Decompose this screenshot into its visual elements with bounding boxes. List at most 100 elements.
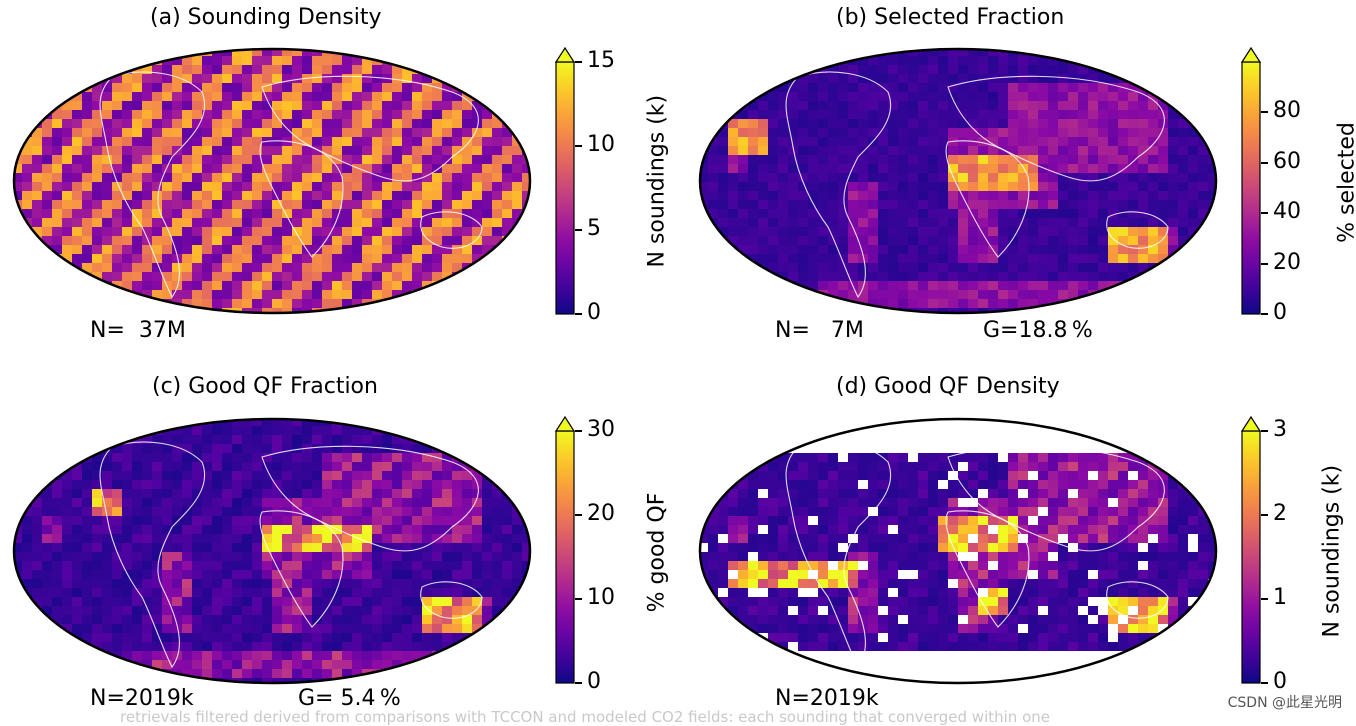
map-cell	[978, 110, 988, 119]
map-cell	[42, 92, 52, 101]
map-cell	[72, 56, 82, 65]
map-cell	[512, 272, 522, 281]
map-cell	[1148, 155, 1158, 164]
map-cell	[1028, 137, 1038, 146]
map-cell	[1128, 56, 1138, 65]
map-cell	[322, 173, 332, 182]
map-cell	[878, 263, 888, 272]
map-cell	[292, 669, 302, 678]
map-cell	[998, 299, 1008, 308]
map-cell	[42, 65, 52, 74]
map-cell	[1198, 462, 1208, 471]
map-cell	[818, 254, 828, 263]
map-cell	[1198, 453, 1208, 462]
map-cell	[878, 137, 888, 146]
map-cell	[282, 570, 292, 579]
map-cell	[868, 146, 878, 155]
map-cell	[222, 254, 232, 263]
map-cell	[42, 471, 52, 480]
map-cell	[988, 83, 998, 92]
map-cell	[352, 137, 362, 146]
map-cell	[858, 137, 868, 146]
map-cell	[1198, 263, 1208, 272]
map-cell	[292, 290, 302, 299]
map-cell	[402, 191, 412, 200]
map-cell	[482, 191, 492, 200]
map-cell	[738, 182, 748, 191]
map-cell	[272, 444, 282, 453]
map-cell	[1038, 191, 1048, 200]
map-cell	[918, 489, 928, 498]
map-cell	[1048, 110, 1058, 119]
colorbar-tick-mark	[1261, 263, 1268, 265]
map-cell	[162, 137, 172, 146]
map-cell	[888, 65, 898, 74]
map-cell	[102, 606, 112, 615]
map-cell	[362, 642, 372, 651]
map-cell	[1088, 47, 1098, 56]
map-cell	[32, 669, 42, 678]
map-cell	[728, 65, 738, 74]
map-cell	[472, 570, 482, 579]
map-cell	[1048, 218, 1058, 227]
map-cell	[918, 236, 928, 245]
map-cell	[472, 678, 482, 687]
map-cell	[452, 65, 462, 74]
map-cell	[718, 155, 728, 164]
map-cell	[1098, 480, 1108, 489]
map-cell	[102, 191, 112, 200]
map-cell	[172, 561, 182, 570]
map-cell	[462, 588, 472, 597]
map-cell	[442, 615, 452, 624]
map-cell	[978, 92, 988, 101]
map-cell	[898, 471, 908, 480]
map-cell	[112, 290, 122, 299]
map-cell	[402, 471, 412, 480]
map-cell	[112, 435, 122, 444]
map-cell	[162, 489, 172, 498]
map-cell	[382, 552, 392, 561]
map-cell	[82, 254, 92, 263]
map-cell	[502, 462, 512, 471]
map-cell	[888, 471, 898, 480]
map-cell	[322, 579, 332, 588]
map-cell	[838, 218, 848, 227]
map-cell	[222, 281, 232, 290]
map-cell	[242, 110, 252, 119]
map-cell	[422, 462, 432, 471]
map-cell	[242, 290, 252, 299]
map-cell	[262, 516, 272, 525]
map-cell	[122, 417, 132, 426]
map-cell	[372, 200, 382, 209]
map-cell	[492, 444, 502, 453]
map-cell	[62, 453, 72, 462]
map-cell	[282, 606, 292, 615]
map-cell	[202, 173, 212, 182]
map-cell	[332, 660, 342, 669]
map-cell	[52, 155, 62, 164]
map-cell	[412, 137, 422, 146]
map-cell	[282, 110, 292, 119]
map-cell	[372, 597, 382, 606]
map-cell	[252, 290, 262, 299]
map-cell	[42, 128, 52, 137]
map-cell	[352, 65, 362, 74]
map-cell	[62, 588, 72, 597]
map-cell	[222, 552, 232, 561]
map-cell	[92, 624, 102, 633]
map-cell	[182, 200, 192, 209]
map-cell	[202, 660, 212, 669]
map-cell	[818, 227, 828, 236]
map-cell	[32, 588, 42, 597]
map-cell	[272, 155, 282, 164]
map-cell	[242, 56, 252, 65]
map-cell	[402, 633, 412, 642]
map-cell	[52, 651, 62, 660]
map-cell	[928, 453, 938, 462]
map-cell	[1058, 245, 1068, 254]
map-cell	[212, 615, 222, 624]
map-cell	[908, 56, 918, 65]
map-cell	[342, 218, 352, 227]
map-cell	[322, 218, 332, 227]
map-cell	[232, 263, 242, 272]
